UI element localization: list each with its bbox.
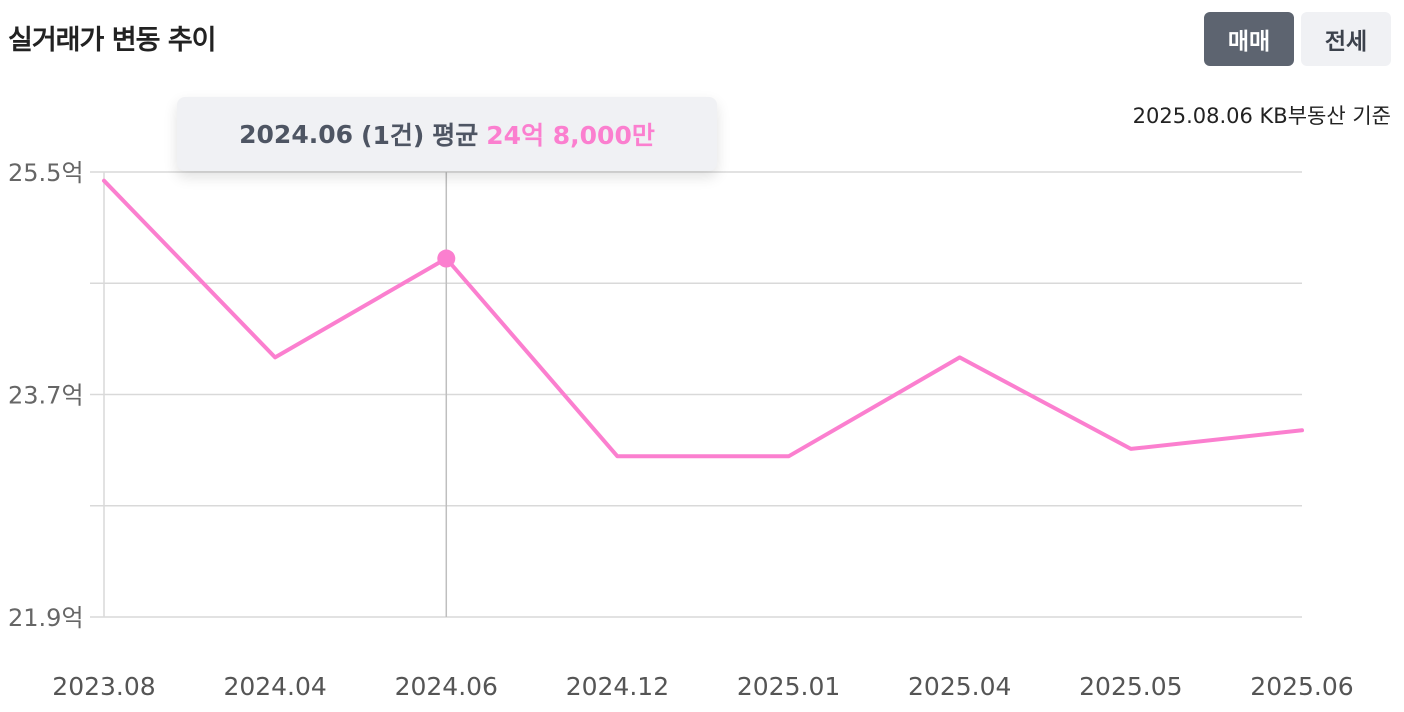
x-tick-label: 2025.06 [1250, 672, 1353, 701]
chart-series [102, 178, 1304, 459]
x-tick-label: 2024.04 [223, 672, 326, 701]
tooltip-avg-label: 평균 [432, 121, 479, 150]
x-tick-label: 2025.05 [1079, 672, 1182, 701]
x-tick-label: 2025.01 [737, 672, 840, 701]
tooltip-date: 2024.06 [239, 119, 354, 149]
y-axis-labels: 25.5억 23.7억 21.9억 [8, 159, 84, 632]
series-line [102, 178, 1304, 459]
chart-points [437, 249, 456, 268]
x-tick-label: 2024.06 [395, 672, 498, 701]
tooltip-value: 24억 8,000만 [486, 121, 655, 150]
highlight-point [437, 249, 456, 268]
y-tick-label: 21.9억 [8, 604, 84, 632]
chart-tooltip: 2024.06 (1건) 평균 24억 8,000만 [177, 97, 717, 171]
chart-title: 실거래가 변동 추이 [8, 25, 217, 56]
data-source-label: 2025.08.06 KB부동산 기준 [1132, 104, 1391, 128]
tab-sale[interactable]: 매매 [1204, 12, 1294, 66]
y-tick-label: 25.5억 [8, 159, 84, 187]
trade-type-tabs: 매매 전세 [1204, 12, 1391, 66]
x-tick-label: 2024.12 [566, 672, 669, 701]
x-tick-label: 2025.04 [908, 672, 1011, 701]
x-axis-labels: 2023.08 2024.04 2024.06 2024.12 2025.01 2025.… [52, 672, 1353, 701]
tooltip-count: (1건) [361, 121, 425, 150]
x-tick-label: 2023.08 [52, 672, 155, 701]
chart-grid [90, 171, 1302, 618]
tab-jeonse[interactable]: 전세 [1301, 12, 1391, 66]
y-tick-label: 23.7억 [8, 382, 84, 410]
